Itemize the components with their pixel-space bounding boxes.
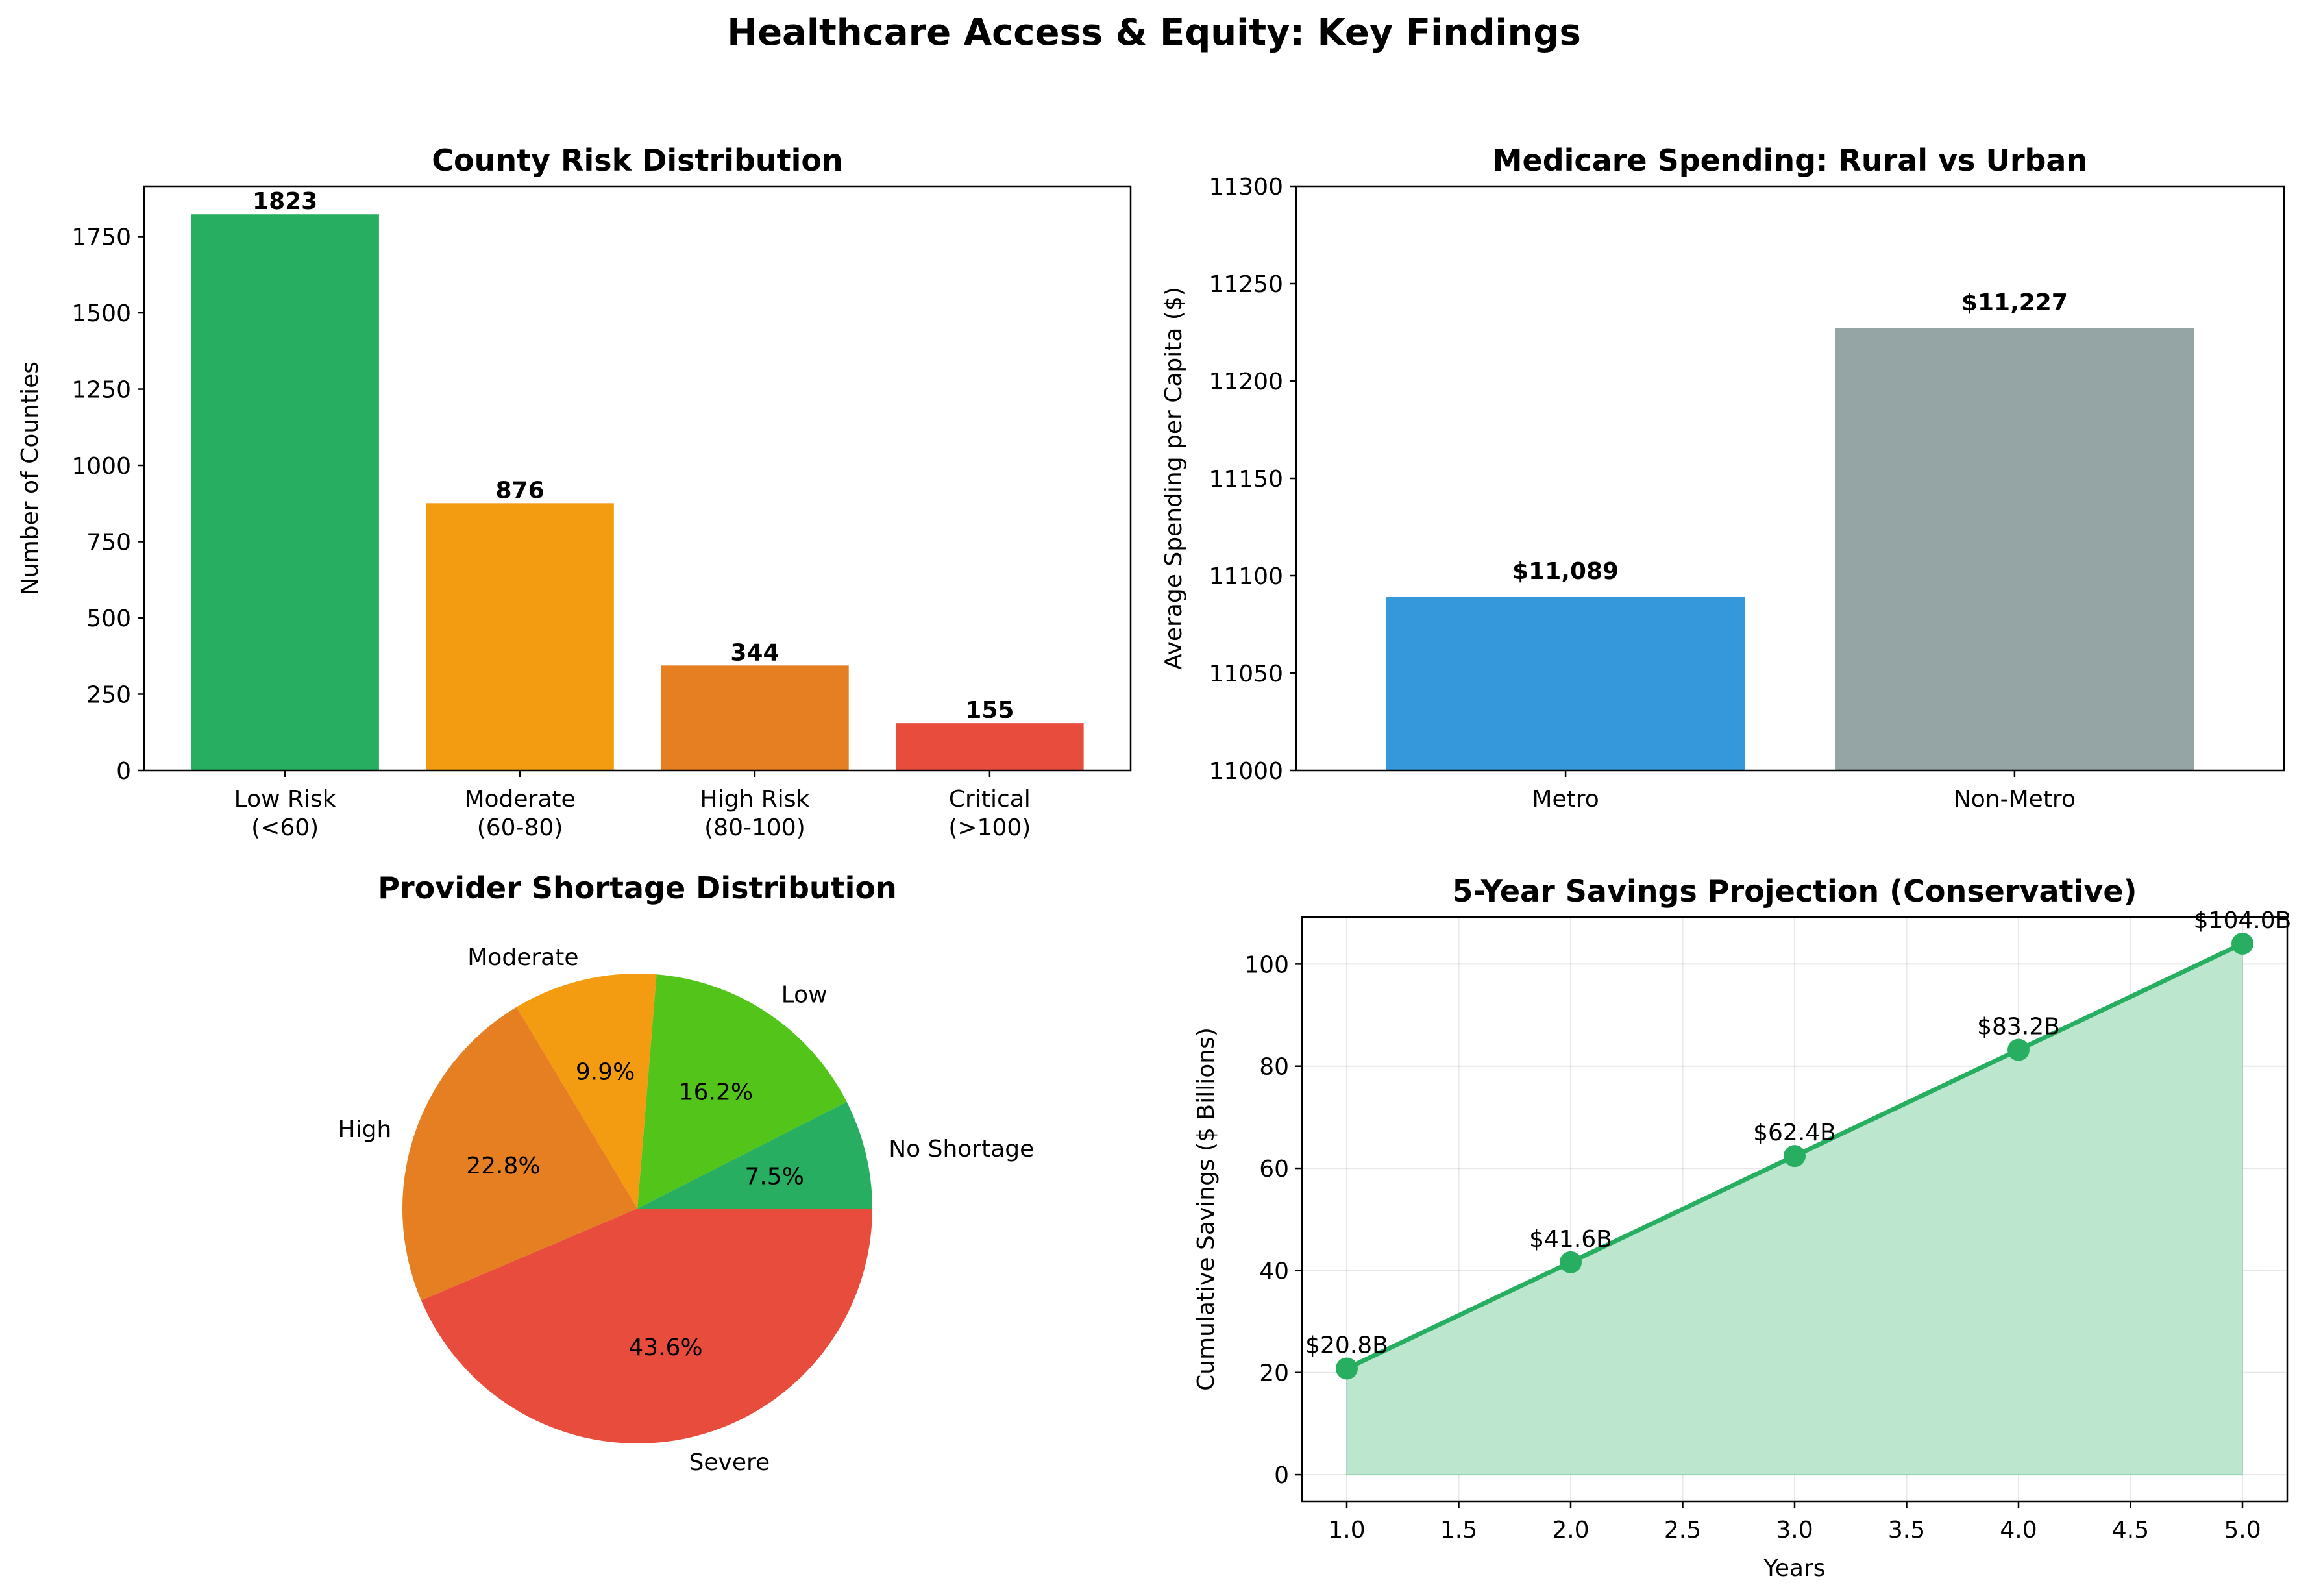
shortage-title: Provider Shortage Distribution — [378, 870, 896, 905]
pie-category-label: Low — [781, 981, 828, 1008]
savings-ylabel: Cumulative Savings ($ Billions) — [1193, 1027, 1220, 1391]
savings-ytick-label: 100 — [1244, 951, 1289, 978]
spending-value-label: $11,227 — [1961, 289, 2068, 316]
spending-ytick-label: 11100 — [1209, 563, 1283, 590]
pie-slice-no-shortage — [637, 1101, 872, 1209]
risk-ytick-label: 750 — [86, 530, 131, 556]
county-risk-chart: 1823 Low Risk(<60) 876 Moderate(60-80) 344 Hi… — [17, 143, 1132, 841]
risk-xtick-label: (<60) — [251, 815, 319, 841]
savings-xlabel: Years — [1763, 1555, 1826, 1582]
pie-category-label: High — [338, 1116, 392, 1143]
risk-axes-frame — [143, 185, 1132, 772]
pie-pct-label: 7.5% — [744, 1163, 804, 1190]
savings-xtick-label: 3.0 — [1776, 1517, 1813, 1543]
risk-xtick-label: Moderate — [464, 786, 575, 813]
risk-value-label: 344 — [730, 639, 779, 666]
savings-xtick-label: 2.0 — [1552, 1517, 1589, 1543]
savings-ytick-label: 60 — [1259, 1156, 1289, 1183]
pie-slice-high — [402, 1007, 637, 1301]
savings-xtick-label: 4.5 — [2112, 1517, 2149, 1543]
risk-bar-low-risk — [191, 214, 379, 770]
pie-slice-moderate — [516, 974, 657, 1209]
spending-ytick-label: 11150 — [1209, 466, 1283, 493]
risk-bar-high-risk — [661, 665, 849, 770]
savings-point — [1560, 1251, 1582, 1273]
spending-bar-metro — [1386, 597, 1745, 770]
risk-ytick-label: 1250 — [71, 377, 131, 404]
risk-xtick-label: (>100) — [948, 815, 1031, 841]
pie-category-label: Severe — [689, 1449, 770, 1476]
spending-ytick-label: 11050 — [1209, 661, 1283, 687]
savings-point-label: $104.0B — [2194, 907, 2292, 934]
savings-xtick-label: 1.0 — [1328, 1517, 1365, 1543]
risk-xtick-label: (80-100) — [704, 815, 805, 841]
spending-ylabel: Average Spending per Capita ($) — [1160, 287, 1187, 670]
savings-xtick-label: 1.5 — [1440, 1517, 1477, 1543]
risk-bar-critical — [896, 723, 1084, 770]
risk-ytick-label: 1500 — [71, 301, 131, 327]
spending-xtick-label: Metro — [1532, 786, 1599, 813]
spending-title: Medicare Spending: Rural vs Urban — [1493, 143, 2087, 178]
risk-value-label: 1823 — [252, 188, 317, 215]
risk-xtick-label: Low Risk — [234, 786, 336, 813]
pie-pct-label: 43.6% — [628, 1334, 702, 1361]
spending-ytick-label: 11300 — [1209, 174, 1283, 201]
pie-slice-low — [637, 974, 847, 1209]
risk-xtick-label: Critical — [949, 786, 1031, 813]
pie-category-label: No Shortage — [889, 1136, 1034, 1162]
spending-ytick-label: 11200 — [1209, 369, 1283, 395]
pie-category-label: Moderate — [467, 944, 578, 971]
savings-point-label: $62.4B — [1753, 1120, 1836, 1146]
savings-xtick-label: 2.5 — [1664, 1517, 1701, 1543]
spending-ytick-label: 11000 — [1209, 758, 1283, 785]
figure-title: Healthcare Access & Equity: Key Findings — [727, 12, 1581, 54]
savings-title: 5-Year Savings Projection (Conservative) — [1452, 874, 2137, 909]
medicare-spending-chart: $11,089 Metro $11,227 Non-Metro 11000 11050 11… — [1160, 143, 2285, 813]
provider-shortage-pie: 7.5% No Shortage 16.2% Low 9.9% Moderate 22.8%… — [338, 870, 1035, 1476]
savings-ytick-label: 40 — [1259, 1258, 1289, 1284]
risk-xtick-label: High Risk — [700, 786, 810, 813]
savings-xtick-label: 5.0 — [2224, 1517, 2261, 1543]
risk-ytick-label: 1000 — [71, 453, 131, 480]
risk-value-label: 876 — [495, 477, 544, 504]
pie-slice-severe — [421, 1209, 872, 1444]
savings-projection-chart: $20.8B $41.6B $62.4B $83.2B $104.0B 1.0 1.5 2.0… — [1193, 874, 2291, 1582]
savings-xtick-label: 3.5 — [1888, 1517, 1925, 1543]
savings-point-label: $41.6B — [1529, 1226, 1612, 1253]
pie-pct-label: 9.9% — [576, 1059, 635, 1085]
savings-point — [1336, 1357, 1358, 1380]
savings-ytick-label: 80 — [1259, 1054, 1289, 1081]
savings-xtick-label: 4.0 — [2000, 1517, 2037, 1543]
pie-pct-label: 16.2% — [679, 1079, 753, 1106]
savings-point — [1784, 1145, 1806, 1168]
risk-bar-moderate — [426, 503, 614, 770]
savings-point-label: $83.2B — [1977, 1014, 2060, 1040]
savings-point — [2231, 932, 2253, 955]
risk-xtick-label: (60-80) — [477, 815, 563, 841]
savings-point-label: $20.8B — [1305, 1332, 1388, 1358]
risk-ytick-label: 0 — [116, 758, 131, 785]
savings-ytick-label: 20 — [1259, 1360, 1289, 1387]
risk-ytick-label: 1750 — [71, 225, 131, 251]
spending-xtick-label: Non-Metro — [1954, 786, 2076, 813]
pie-pct-label: 22.8% — [466, 1153, 540, 1179]
savings-ytick-label: 0 — [1274, 1462, 1289, 1489]
spending-bar-non-metro — [1835, 328, 2194, 770]
risk-value-label: 155 — [965, 697, 1014, 724]
risk-ylabel: Number of Counties — [17, 362, 43, 595]
risk-ytick-label: 250 — [86, 682, 131, 709]
spending-value-label: $11,089 — [1512, 558, 1619, 585]
savings-point — [2007, 1038, 2030, 1061]
risk-title: County Risk Distribution — [432, 143, 843, 178]
risk-ytick-label: 500 — [86, 606, 131, 632]
spending-ytick-label: 11250 — [1209, 271, 1283, 298]
